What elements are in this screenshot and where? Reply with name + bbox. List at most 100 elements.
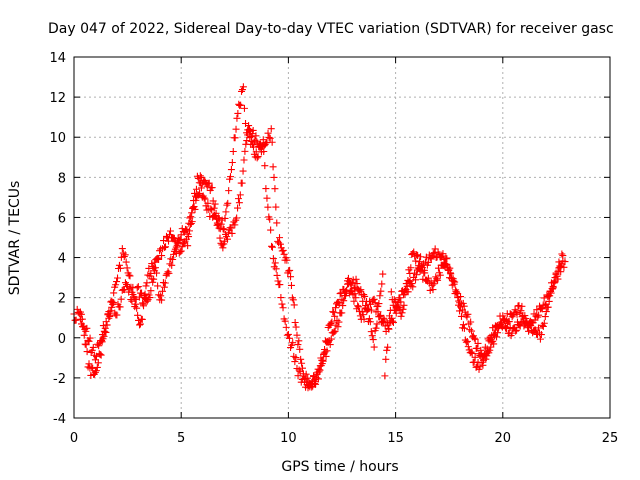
data-point	[508, 313, 516, 321]
data-point	[311, 376, 319, 384]
data-point	[242, 140, 250, 148]
data-point	[380, 314, 388, 322]
data-point	[377, 311, 385, 319]
data-point	[558, 250, 566, 258]
data-point	[212, 209, 220, 217]
data-point	[265, 133, 273, 141]
data-point	[234, 195, 242, 203]
data-point	[361, 292, 369, 300]
data-point	[159, 287, 167, 295]
data-point	[486, 346, 494, 354]
data-point	[192, 185, 200, 193]
data-point	[550, 278, 558, 286]
data-point	[225, 187, 233, 195]
data-point	[272, 265, 280, 273]
data-point	[367, 328, 375, 336]
data-point	[184, 242, 192, 250]
data-point	[83, 348, 91, 356]
data-point	[79, 323, 87, 331]
data-point	[292, 354, 300, 362]
data-point	[271, 185, 279, 193]
y-tick-label: -2	[53, 372, 66, 387]
data-point	[517, 307, 525, 315]
data-point	[270, 173, 278, 181]
data-point	[219, 244, 227, 252]
data-point	[85, 360, 93, 368]
data-point	[196, 172, 204, 180]
data-point	[235, 199, 243, 207]
data-point	[555, 258, 563, 266]
data-point	[442, 254, 450, 262]
data-point	[366, 318, 374, 326]
data-point	[155, 255, 163, 263]
data-point	[246, 134, 254, 142]
data-point	[463, 337, 471, 345]
data-point	[272, 203, 280, 211]
data-point	[160, 237, 168, 245]
data-point	[508, 329, 516, 337]
data-point	[537, 331, 545, 339]
data-point	[468, 327, 476, 335]
data-point	[80, 331, 88, 339]
data-point	[238, 179, 246, 187]
data-point	[117, 295, 125, 303]
data-point	[443, 255, 451, 263]
data-point	[446, 264, 454, 272]
data-point	[228, 158, 236, 166]
y-tick-label: 14	[49, 51, 66, 66]
data-point	[560, 263, 568, 271]
x-tick-label: 0	[70, 431, 78, 446]
data-point	[334, 298, 342, 306]
data-point	[122, 258, 130, 266]
data-point	[158, 252, 166, 260]
data-point	[284, 330, 292, 338]
data-point	[146, 294, 154, 302]
data-point	[553, 272, 561, 280]
data-point	[248, 130, 256, 138]
data-point	[502, 325, 510, 333]
data-point	[92, 367, 100, 375]
data-point	[149, 278, 157, 286]
data-point	[403, 288, 411, 296]
data-point	[383, 346, 391, 354]
data-point	[143, 279, 151, 287]
data-point	[350, 284, 358, 292]
data-point	[211, 200, 219, 208]
data-point	[239, 167, 247, 175]
data-point	[287, 281, 295, 289]
data-point	[103, 321, 111, 329]
data-point	[228, 229, 236, 237]
data-point	[83, 324, 91, 332]
x-tick-label: 15	[387, 431, 404, 446]
data-point	[187, 213, 195, 221]
data-point	[162, 243, 170, 251]
data-point	[121, 251, 129, 259]
data-point	[139, 300, 147, 308]
data-point	[389, 301, 397, 309]
y-tick-label: 6	[58, 211, 66, 226]
data-point	[420, 266, 428, 274]
data-point	[297, 355, 305, 363]
data-point	[350, 297, 358, 305]
data-point	[451, 278, 459, 286]
data-point	[493, 333, 501, 341]
plot-frame	[73, 56, 611, 419]
data-point	[355, 303, 363, 311]
data-point	[427, 255, 435, 263]
data-point	[195, 179, 203, 187]
data-point	[487, 343, 495, 351]
data-point	[474, 339, 482, 347]
data-point	[166, 227, 174, 235]
data-point	[501, 323, 509, 331]
data-point	[165, 269, 173, 277]
data-point	[329, 308, 337, 316]
data-point	[375, 300, 383, 308]
data-point	[134, 311, 142, 319]
data-point	[351, 290, 359, 298]
data-point	[222, 208, 230, 216]
data-point	[279, 304, 287, 312]
y-tick-label: 2	[58, 292, 66, 307]
data-point	[126, 272, 134, 280]
data-point	[219, 225, 227, 233]
data-point	[389, 318, 397, 326]
